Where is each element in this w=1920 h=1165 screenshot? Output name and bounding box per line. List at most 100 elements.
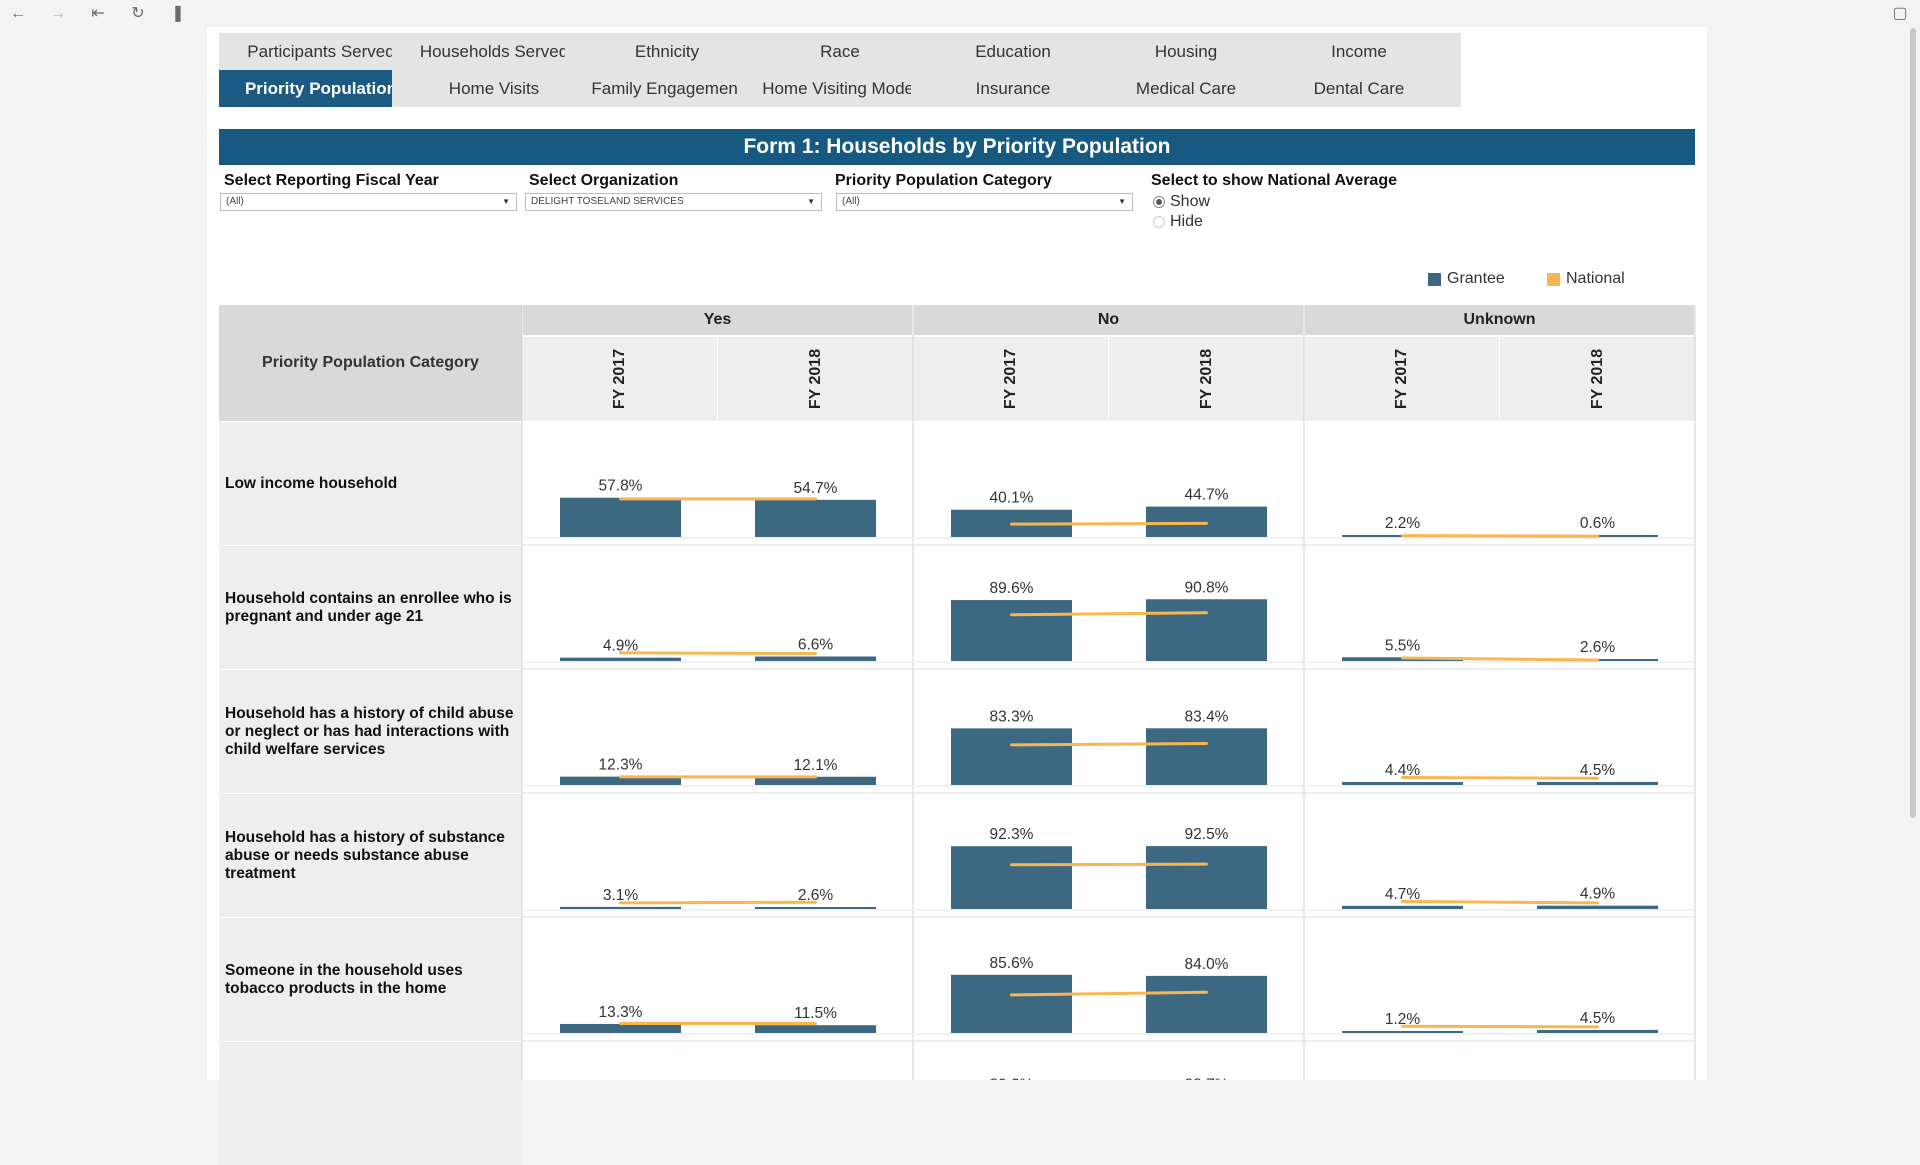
grantee-bar bbox=[1342, 905, 1463, 909]
pause-icon[interactable]: ❚ bbox=[171, 5, 185, 22]
grantee-bar bbox=[1146, 728, 1267, 785]
org-select[interactable]: DELIGHT TOSELAND SERVICES ▼ bbox=[525, 193, 822, 211]
nav-button-priority-population[interactable]: Priority Population bbox=[219, 70, 423, 107]
legend-grantee: Grantee bbox=[1428, 270, 1505, 288]
table-corner-header: Priority Population Category bbox=[219, 305, 522, 421]
category-filter-label: Priority Population Category bbox=[835, 172, 1052, 189]
year-filter-label: Select Reporting Fiscal Year bbox=[224, 172, 439, 189]
legend-national: National bbox=[1547, 270, 1625, 288]
grantee-bar bbox=[755, 776, 876, 785]
data-label: 84.0% bbox=[1185, 956, 1229, 973]
grantee-bar bbox=[560, 1023, 681, 1033]
nav-button-dental-care[interactable]: Dental Care bbox=[1257, 70, 1461, 107]
revert-icon[interactable]: ↻ bbox=[131, 5, 145, 22]
grantee-bar bbox=[1342, 782, 1463, 785]
page-title: Form 1: Households by Priority Populatio… bbox=[219, 129, 1695, 165]
grantee-bar bbox=[1146, 846, 1267, 909]
nav-button-medical-care[interactable]: Medical Care bbox=[1084, 70, 1288, 107]
browser-toolbar: ← → ⇤ ↻ ❚ ▢ bbox=[0, 0, 1920, 28]
data-label: 2.2% bbox=[1385, 515, 1421, 532]
national-filter-label: Select to show National Average bbox=[1151, 172, 1397, 189]
radio-selected-icon bbox=[1153, 196, 1165, 208]
data-label: 11.5% bbox=[794, 1005, 837, 1022]
nav-button-income[interactable]: Income bbox=[1257, 33, 1461, 70]
national-line bbox=[1401, 776, 1599, 780]
data-label: 4.5% bbox=[1580, 762, 1616, 779]
org-select-value: DELIGHT TOSELAND SERVICES bbox=[531, 196, 684, 207]
data-label: 4.7% bbox=[1385, 886, 1421, 903]
data-label: 92.5% bbox=[1185, 826, 1229, 843]
nav-button-home-visits[interactable]: Home Visits bbox=[392, 70, 596, 107]
data-label: 83.4% bbox=[1185, 708, 1229, 725]
priority-population-chart: 57.8% 54.7% 40.1% 44.7% 2.2% 0.6% 4.9% 6.6% 89.6… bbox=[521, 305, 1696, 1080]
national-line bbox=[1010, 611, 1208, 617]
nav-button-participants-served[interactable]: Participants Served bbox=[219, 33, 423, 70]
row-label: Household contains an enrollee who is pr… bbox=[219, 546, 522, 669]
category-select[interactable]: (All) ▼ bbox=[836, 193, 1133, 211]
chevron-down-icon: ▼ bbox=[1118, 197, 1126, 206]
group-header-no: No bbox=[914, 305, 1303, 335]
national-line bbox=[619, 900, 817, 905]
nav-button-home-visiting-model[interactable]: Home Visiting Model bbox=[738, 70, 942, 107]
data-label: 54.7% bbox=[794, 480, 838, 497]
radio-hide[interactable]: Hide bbox=[1153, 213, 1203, 231]
grantee-bar bbox=[560, 657, 681, 661]
radio-unselected-icon bbox=[1153, 216, 1165, 228]
nav-button-family-engagement[interactable]: Family Engagement bbox=[565, 70, 769, 107]
national-line bbox=[1401, 656, 1599, 662]
back-arrow-icon[interactable]: ← bbox=[10, 5, 26, 22]
nav-button-ethnicity[interactable]: Ethnicity bbox=[565, 33, 769, 70]
year-header: FY 2018 bbox=[1500, 337, 1695, 421]
vertical-scrollbar[interactable] bbox=[1910, 28, 1916, 818]
data-label: 3.1% bbox=[603, 887, 639, 904]
radio-show-label: Show bbox=[1170, 193, 1211, 210]
grantee-bar bbox=[755, 907, 876, 909]
row-label: Household has a history of substance abu… bbox=[219, 794, 522, 917]
chevron-down-icon: ▼ bbox=[502, 197, 510, 206]
grantee-bar bbox=[951, 728, 1072, 785]
national-line bbox=[1010, 990, 1208, 997]
data-label: 5.5% bbox=[1385, 637, 1421, 654]
radio-show[interactable]: Show bbox=[1153, 193, 1210, 211]
data-label: 4.9% bbox=[603, 638, 639, 655]
forward-arrow-icon[interactable]: → bbox=[50, 5, 66, 22]
nav-button-households-served[interactable]: Households Served bbox=[392, 33, 596, 70]
grantee-bar bbox=[1146, 975, 1267, 1033]
data-label: 92.3% bbox=[990, 826, 1034, 843]
nav-button-housing[interactable]: Housing bbox=[1084, 33, 1288, 70]
data-label: 88.7% bbox=[1185, 1077, 1229, 1080]
year-header: FY 2017 bbox=[523, 337, 717, 421]
data-label: 1.2% bbox=[1385, 1011, 1421, 1028]
grantee-bar bbox=[560, 776, 681, 785]
data-label: 4.4% bbox=[1385, 762, 1421, 779]
first-page-icon[interactable]: ⇤ bbox=[91, 5, 105, 22]
data-label: 85.6% bbox=[990, 955, 1034, 972]
legend-grantee-label: Grantee bbox=[1447, 270, 1505, 287]
nav-button-insurance[interactable]: Insurance bbox=[911, 70, 1115, 107]
national-line bbox=[1401, 900, 1599, 905]
grantee-bar bbox=[755, 1025, 876, 1033]
radio-hide-label: Hide bbox=[1170, 213, 1203, 230]
year-select[interactable]: (All) ▼ bbox=[220, 193, 517, 211]
row-label: Household has a history of child abuse o… bbox=[219, 670, 522, 793]
dashboard: Participants Served Households Served Ethn… bbox=[207, 27, 1707, 1165]
data-label: 2.6% bbox=[798, 887, 834, 904]
fullscreen-icon[interactable]: ▢ bbox=[1892, 5, 1908, 22]
data-label: 83.3% bbox=[990, 708, 1034, 725]
grantee-bar bbox=[560, 497, 681, 537]
nav-button-education[interactable]: Education bbox=[911, 33, 1115, 70]
grantee-bar bbox=[951, 600, 1072, 661]
data-label: 90.8% bbox=[1185, 579, 1229, 596]
data-label: 6.6% bbox=[798, 637, 834, 654]
org-filter-label: Select Organization bbox=[529, 172, 679, 189]
year-header: FY 2017 bbox=[1305, 337, 1499, 421]
data-label: 12.1% bbox=[794, 757, 838, 774]
national-line bbox=[1010, 742, 1208, 747]
group-header-yes: Yes bbox=[523, 305, 912, 335]
nav-button-race[interactable]: Race bbox=[738, 33, 942, 70]
grantee-bar bbox=[1146, 599, 1267, 661]
grantee-bar bbox=[1342, 1031, 1463, 1033]
national-line bbox=[1010, 862, 1208, 867]
national-line bbox=[1010, 521, 1208, 526]
grantee-bar bbox=[1537, 1029, 1658, 1033]
